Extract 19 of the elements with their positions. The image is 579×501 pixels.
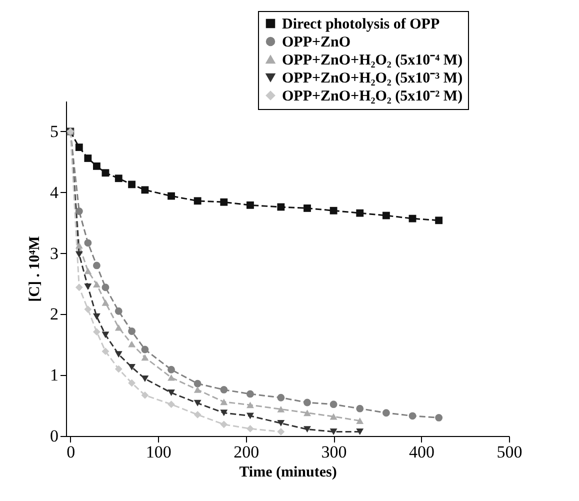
y-tick-label: 5	[50, 122, 58, 141]
y-tick-label: 0	[50, 426, 58, 446]
legend-label: OPP+ZnO+H₂O₂ (5x10⁻⁴ M)	[282, 52, 463, 68]
y-axis-title: [C] . 10⁴M	[27, 236, 43, 302]
x-tick-label: 400	[409, 442, 435, 462]
y-tick-label: 2	[50, 304, 58, 324]
y-tick-label: 4	[50, 182, 59, 202]
x-tick-label: 200	[234, 442, 260, 462]
y-tick-label: 3	[50, 244, 58, 263]
legend-label: Direct photolysis of OPP	[282, 16, 440, 32]
x-tick-label: 0	[66, 442, 76, 462]
legend-label: OPP+ZnO+H₂O₂ (5x10⁻² M)	[282, 88, 463, 104]
legend-label: OPP+ZnO	[282, 34, 351, 50]
legend-label: OPP+ZnO+H₂O₂ (5x10⁻³ M)	[282, 70, 463, 86]
x-tick-label: 300	[321, 442, 347, 462]
y-tick-label: 1	[50, 366, 58, 385]
x-tick-label: 100	[146, 442, 172, 462]
x-tick-label: 500	[496, 442, 522, 462]
x-axis-title: Time (minutes)	[239, 464, 337, 480]
